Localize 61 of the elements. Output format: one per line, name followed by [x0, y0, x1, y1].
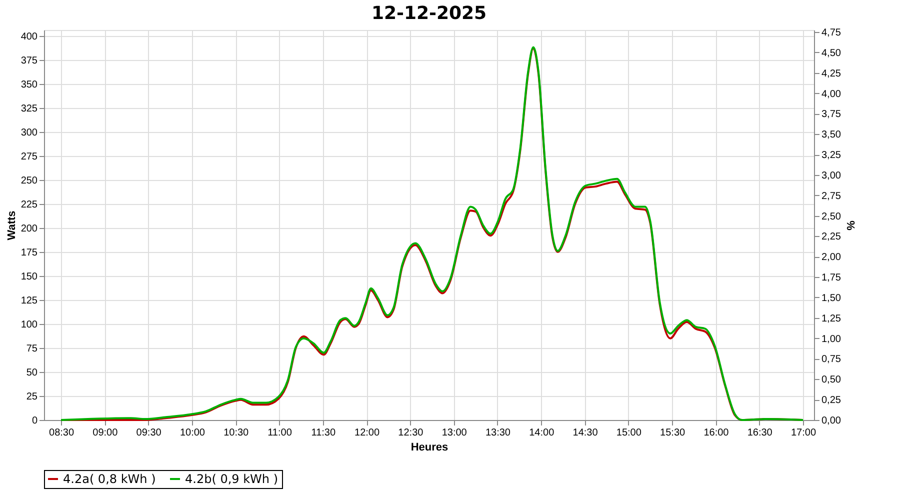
y2-tick-label: 3,75 — [822, 109, 842, 120]
x-tick-label: 17:00 — [790, 428, 816, 438]
x-axis-title: Heures — [410, 442, 448, 454]
x-tick-label: 14:00 — [529, 428, 555, 438]
y-tick-label: 125 — [20, 295, 38, 306]
y-tick-label: 150 — [20, 271, 38, 282]
y-tick-label: 75 — [26, 343, 38, 354]
y-tick-label: 225 — [20, 199, 38, 210]
y-tick-label: 100 — [20, 319, 38, 330]
y2-tick-label: 4,50 — [822, 48, 842, 59]
x-tick-label: 16:30 — [747, 428, 773, 438]
x-tick-label: 16:00 — [704, 428, 730, 438]
legend-label: 4.2b( 0,9 kWh ) — [185, 472, 278, 486]
y2-tick-label: 2,75 — [822, 190, 842, 202]
y-tick-label: 250 — [20, 175, 38, 186]
y2-tick-label: 4,25 — [822, 68, 842, 80]
y-tick-label: 275 — [20, 151, 38, 162]
y2-tick-label: 0,25 — [822, 395, 842, 406]
x-tick-label: 13:00 — [442, 428, 468, 438]
y2-axis-title: % — [844, 220, 856, 231]
x-tick-label: 15:00 — [616, 428, 642, 438]
y-tick-label: 400 — [20, 31, 38, 42]
y2-tick-label: 1,00 — [822, 334, 842, 345]
y2-tick-label: 0,75 — [822, 354, 842, 366]
y2-tick-label: 0,00 — [822, 416, 842, 426]
x-tick-label: 10:00 — [180, 428, 206, 438]
y2-tick-label: 0,50 — [822, 374, 842, 386]
y2-tick-label: 3,50 — [822, 130, 842, 141]
y2-tick-label: 1,75 — [822, 272, 842, 284]
x-tick-label: 13:30 — [485, 428, 511, 438]
y2-tick-label: 2,25 — [822, 232, 842, 243]
x-tick-label: 11:30 — [311, 428, 336, 438]
y2-tick-label: 3,00 — [822, 170, 842, 182]
x-tick-label: 15:30 — [660, 428, 686, 438]
y-tick-label: 375 — [20, 55, 38, 66]
y-tick-label: 175 — [20, 247, 38, 258]
y2-tick-label: 2,50 — [822, 211, 842, 222]
y2-tick-label: 1,50 — [822, 292, 842, 304]
x-tick-label: 10:30 — [224, 428, 250, 438]
x-tick-label: 12:00 — [354, 428, 380, 438]
chart-title: 12-12-2025 — [371, 3, 487, 24]
y2-tick-label: 2,00 — [822, 252, 842, 264]
y-tick-label: 25 — [26, 391, 38, 402]
x-tick-label: 09:00 — [92, 428, 118, 438]
y-tick-label: 0 — [32, 416, 38, 426]
y2-tick-label: 1,25 — [822, 313, 842, 324]
y-axis-title: Watts — [6, 210, 18, 240]
y-tick-label: 325 — [20, 103, 38, 114]
x-tick-label: 08:30 — [49, 428, 74, 438]
y2-tick-label: 4,00 — [822, 88, 842, 100]
y2-tick-label: 4,75 — [822, 28, 842, 39]
y-tick-label: 300 — [20, 127, 38, 138]
y-tick-label: 200 — [20, 223, 38, 234]
x-tick-label: 11:00 — [268, 428, 292, 438]
y-tick-label: 50 — [26, 367, 38, 378]
y-tick-label: 350 — [20, 79, 38, 90]
y2-tick-label: 3,25 — [822, 150, 842, 162]
x-tick-label: 14:30 — [572, 428, 598, 438]
x-tick-label: 09:30 — [136, 428, 162, 438]
x-tick-label: 12:30 — [398, 428, 424, 438]
legend-label: 4.2a( 0,8 kWh ) — [63, 472, 156, 486]
